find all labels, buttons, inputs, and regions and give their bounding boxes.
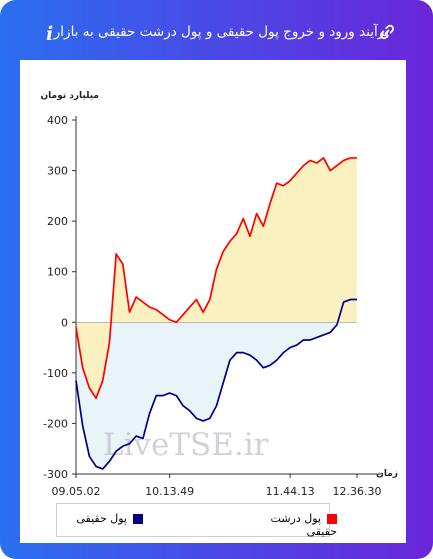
y-tick-label: 300 bbox=[47, 165, 68, 178]
y-tick-label: 200 bbox=[47, 215, 68, 228]
y-tick-label: 0 bbox=[61, 316, 68, 329]
y-tick-label: -200 bbox=[43, 417, 68, 430]
x-axis-label: زمان bbox=[376, 469, 398, 479]
series-line-real bbox=[75, 298, 357, 470]
chart-legend: پول درشت حقیقی پول حقیقی bbox=[56, 503, 337, 538]
series-line-big-real bbox=[75, 157, 357, 399]
legend-swatch-real bbox=[133, 514, 143, 524]
card-title: برآیند ورود و خروج پول حقیقی و پول درشت … bbox=[53, 24, 389, 40]
y-tick-label: -300 bbox=[43, 468, 68, 481]
card-header: برآیند ورود و خروج پول حقیقی و پول درشت … bbox=[0, 0, 433, 60]
link-icon[interactable] bbox=[378, 23, 396, 41]
area-big-real bbox=[76, 157, 357, 399]
y-axis-label: میلیارد تومان bbox=[40, 91, 99, 101]
x-tick-label: 09.05.02 bbox=[52, 485, 101, 498]
area-real bbox=[76, 299, 357, 469]
info-icon[interactable]: i bbox=[46, 23, 54, 45]
legend-item-big-real[interactable]: پول درشت حقیقی bbox=[257, 512, 337, 538]
y-tick-label: 400 bbox=[47, 114, 68, 127]
x-tick-label: 12.36.30 bbox=[333, 485, 382, 498]
watermark: LiveTSE.ir bbox=[103, 427, 269, 463]
legend-label-big-real: پول درشت حقیقی bbox=[270, 512, 337, 538]
x-tick-label: 10.13.49 bbox=[145, 485, 194, 498]
y-tick-label: -100 bbox=[43, 367, 68, 380]
legend-swatch-big-real bbox=[327, 514, 337, 524]
y-tick-label: 100 bbox=[47, 266, 68, 279]
legend-label-real: پول حقیقی bbox=[76, 512, 127, 525]
legend-item-real[interactable]: پول حقیقی bbox=[63, 512, 143, 526]
x-tick-label: 11.44.13 bbox=[266, 485, 315, 498]
